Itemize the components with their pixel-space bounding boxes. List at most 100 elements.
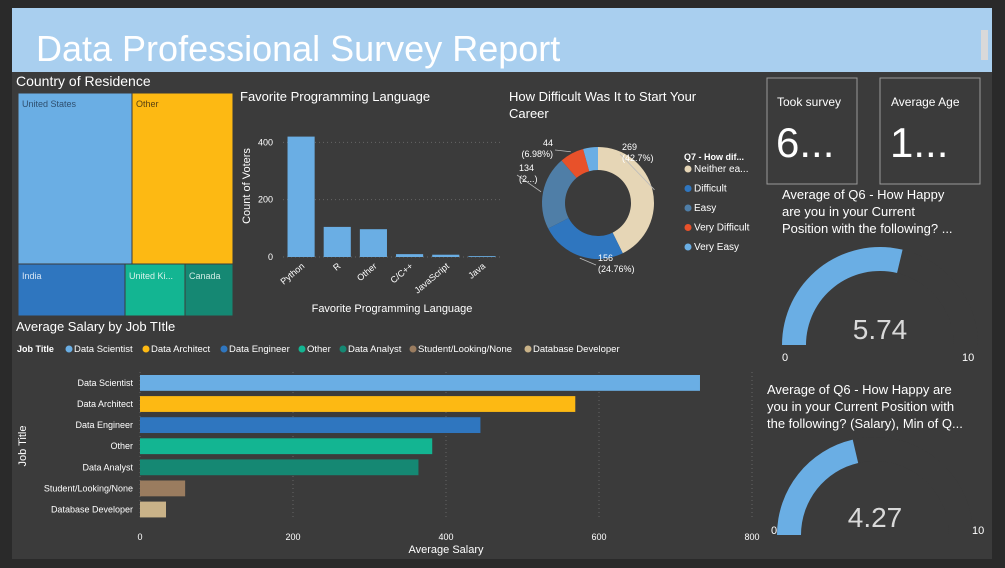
- card-took-survey: Took survey 6...: [766, 77, 858, 185]
- donut-slice-neither-ea[interactable]: [598, 147, 655, 254]
- card-value: 6...: [776, 119, 834, 166]
- donut-data-label: 269: [622, 142, 637, 152]
- gauge-2-title-line: you in your Current Position with: [767, 399, 954, 414]
- gauge-2-title-line: Average of Q6 - How Happy are: [767, 382, 952, 397]
- salary-legend-entry[interactable]: Other: [307, 344, 331, 355]
- language-y-tick: 400: [258, 137, 273, 147]
- salary-legend: Data Scientist Data Architect Data Enginee…: [65, 344, 620, 355]
- card-label: Took survey: [777, 95, 841, 109]
- gauge-1-value: 5.74: [853, 314, 908, 345]
- language-bar-c-c[interactable]: [396, 254, 424, 257]
- donut-legend-marker: [684, 224, 692, 231]
- donut-slice-difficult[interactable]: [548, 218, 623, 259]
- donut-legend: Neither ea... Difficult Easy Very Difficult…: [684, 164, 750, 253]
- donut-slice-very-easy[interactable]: [583, 147, 598, 172]
- treemap-tile-united-kingdom[interactable]: [124, 263, 186, 317]
- salary-y-axis-label: Job Title: [17, 426, 29, 467]
- salary-x-axis-label: Average Salary: [408, 544, 484, 556]
- salary-legend-entry[interactable]: Database Developer: [533, 344, 620, 355]
- language-y-axis-label: Count of Voters: [241, 148, 253, 224]
- donut-legend-entry[interactable]: Very Easy: [694, 242, 739, 253]
- salary-legend-marker: [298, 345, 306, 353]
- gauge-2-title-line: the following? (Salary), Min of Q...: [767, 416, 963, 431]
- salary-bar-data-scientist[interactable]: [140, 375, 700, 391]
- card-label: Average Age: [891, 95, 960, 109]
- treemap-label: India: [22, 271, 42, 281]
- language-chart-title: Favorite Programming Language: [240, 89, 430, 104]
- salary-legend-marker: [65, 345, 73, 353]
- language-bar-javascript[interactable]: [432, 254, 460, 257]
- salary-legend-entry[interactable]: Data Engineer: [229, 344, 290, 355]
- donut-leader-line: [516, 174, 542, 193]
- donut-legend-entry[interactable]: Very Difficult: [694, 223, 750, 234]
- salary-x-tick: 400: [438, 532, 453, 542]
- donut-leader-line: [554, 149, 571, 153]
- salary-x-tick: 600: [591, 532, 606, 542]
- donut-leader-line: [619, 153, 655, 191]
- donut-data-label: (6.98%): [521, 149, 553, 159]
- career-difficulty-donut: 269(42.7%) 156(24.76%) 134(2...) 44(6.98%): [516, 138, 655, 274]
- salary-y-tick: Data Architect: [77, 399, 134, 409]
- salary-legend-entry[interactable]: Data Architect: [151, 344, 210, 355]
- treemap-tile-other[interactable]: [131, 92, 234, 265]
- salary-x-tick: 800: [744, 532, 759, 542]
- gauge-1-max: 10: [962, 352, 974, 364]
- salary-y-tick: Other: [110, 441, 133, 451]
- language-x-axis-label: Favorite Programming Language: [312, 303, 473, 315]
- language-y-tick: 200: [258, 195, 273, 205]
- language-bar-other[interactable]: [359, 229, 387, 257]
- salary-y-tick: Data Analyst: [82, 462, 133, 472]
- donut-data-label: (42.7%): [622, 153, 654, 163]
- donut-leader-line: [579, 257, 597, 266]
- salary-bar-other[interactable]: [140, 438, 433, 455]
- donut-legend-marker: [684, 204, 692, 212]
- salary-bar-chart: 0 200 400 600 800 Data Scientist Data Architec…: [44, 372, 760, 542]
- page-title: Data Professional Survey Report: [36, 28, 560, 69]
- title-bar-scroll-handle[interactable]: [981, 30, 988, 60]
- happiness-gauge-2: [777, 437, 973, 535]
- treemap-tile-canada[interactable]: [184, 263, 234, 317]
- salary-x-tick: 200: [285, 532, 300, 542]
- donut-slice-very-difficult[interactable]: [561, 149, 590, 178]
- salary-bar-data-engineer[interactable]: [140, 417, 481, 434]
- donut-slice-easy[interactable]: [542, 160, 577, 229]
- donut-legend-marker: [684, 185, 692, 192]
- salary-bar-data-architect[interactable]: [140, 396, 576, 412]
- donut-data-label: (2...): [519, 174, 538, 184]
- salary-y-tick: Data Scientist: [77, 378, 133, 388]
- salary-legend-entry[interactable]: Data Scientist: [74, 344, 133, 355]
- salary-y-tick: Student/Looking/None: [44, 483, 133, 493]
- salary-y-tick: Data Engineer: [75, 420, 133, 430]
- salary-bar-student-looking-none[interactable]: [140, 480, 186, 497]
- language-bar-java[interactable]: [468, 256, 496, 257]
- donut-legend-title: Q7 - How dif...: [684, 152, 744, 162]
- treemap-label: United States: [22, 99, 77, 109]
- gauge-2-value: 4.27: [848, 502, 903, 533]
- donut-legend-entry[interactable]: Easy: [694, 203, 716, 214]
- salary-legend-marker: [409, 345, 417, 353]
- gauge-1-title-line: Position with the following? ...: [782, 221, 953, 236]
- donut-title-line-2: Career: [509, 106, 549, 121]
- language-y-tick: 0: [268, 252, 273, 262]
- salary-bar-data-analyst[interactable]: [140, 459, 419, 476]
- treemap-tile-united-states[interactable]: [17, 92, 133, 265]
- donut-legend-entry[interactable]: Difficult: [694, 184, 727, 195]
- donut-legend-entry[interactable]: Neither ea...: [694, 164, 748, 175]
- language-x-tick: R: [331, 261, 343, 273]
- gauge-2-min: 0: [771, 525, 777, 537]
- donut-title-line-1: How Difficult Was It to Start Your: [509, 89, 697, 104]
- donut-legend-marker: [684, 243, 692, 251]
- gauge-fill: [777, 439, 859, 535]
- donut-legend-marker: [684, 165, 692, 173]
- language-bar-r[interactable]: [323, 226, 351, 257]
- salary-legend-entry[interactable]: Data Analyst: [348, 344, 402, 355]
- salary-legend-entry[interactable]: Student/Looking/None: [418, 344, 512, 355]
- donut-data-label: 156: [598, 253, 613, 263]
- gauge-2-max: 10: [972, 525, 984, 537]
- language-bar-python[interactable]: [287, 136, 315, 257]
- card-average-age-border: [879, 77, 981, 185]
- salary-chart-title: Average Salary by Job TItle: [16, 319, 175, 334]
- salary-bar-database-developer[interactable]: [140, 501, 167, 518]
